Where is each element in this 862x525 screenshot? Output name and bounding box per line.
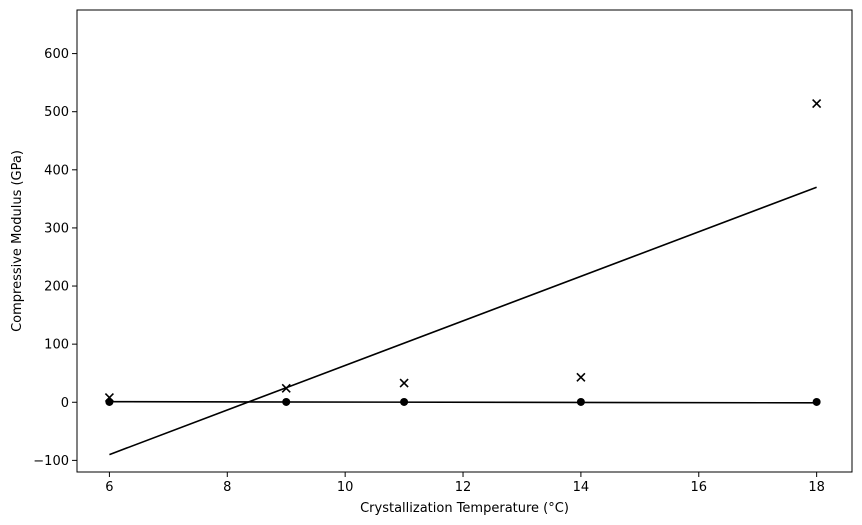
x-axis-ticks: 6 8 10 12 14 16 18 — [105, 472, 825, 495]
circle-marker-point — [400, 397, 409, 406]
y-tick-label: 0 — [61, 396, 69, 411]
circle-marker-point — [576, 397, 585, 406]
x-tick-label: 10 — [337, 480, 354, 495]
circle-marker-point — [105, 397, 114, 406]
y-tick-label: 200 — [44, 280, 69, 295]
x-marker-point — [281, 383, 291, 393]
y-tick-label: 500 — [44, 105, 69, 120]
y-tick-label: 400 — [44, 163, 69, 178]
fit-line — [109, 186, 817, 456]
y-axis-ticks: −100 0 100 200 300 400 500 600 — [33, 47, 77, 469]
x-axis-title: Crystallization Temperature (°C) — [360, 501, 569, 516]
circle-marker-point — [282, 397, 291, 406]
x-tick-label: 14 — [573, 480, 590, 495]
y-tick-label: 300 — [44, 221, 69, 236]
x-marker-point — [399, 378, 409, 388]
x-tick-label: 16 — [690, 480, 707, 495]
x-marker-point — [576, 372, 586, 382]
y-tick-label: 600 — [44, 47, 69, 62]
y-axis-title: Compressive Modulus (GPa) — [10, 150, 25, 332]
data-points — [104, 98, 822, 406]
plot-frame — [76, 9, 853, 473]
fit-line — [109, 400, 817, 404]
plot-area — [77, 10, 852, 472]
fit-lines — [109, 186, 817, 456]
y-tick-label: −100 — [33, 454, 69, 469]
x-tick-label: 12 — [455, 480, 472, 495]
x-marker-point — [812, 98, 822, 109]
x-tick-label: 6 — [105, 480, 113, 495]
x-tick-label: 8 — [223, 480, 231, 495]
y-tick-label: 100 — [44, 338, 69, 353]
x-tick-label: 18 — [808, 480, 825, 495]
circle-marker-point — [812, 397, 821, 406]
